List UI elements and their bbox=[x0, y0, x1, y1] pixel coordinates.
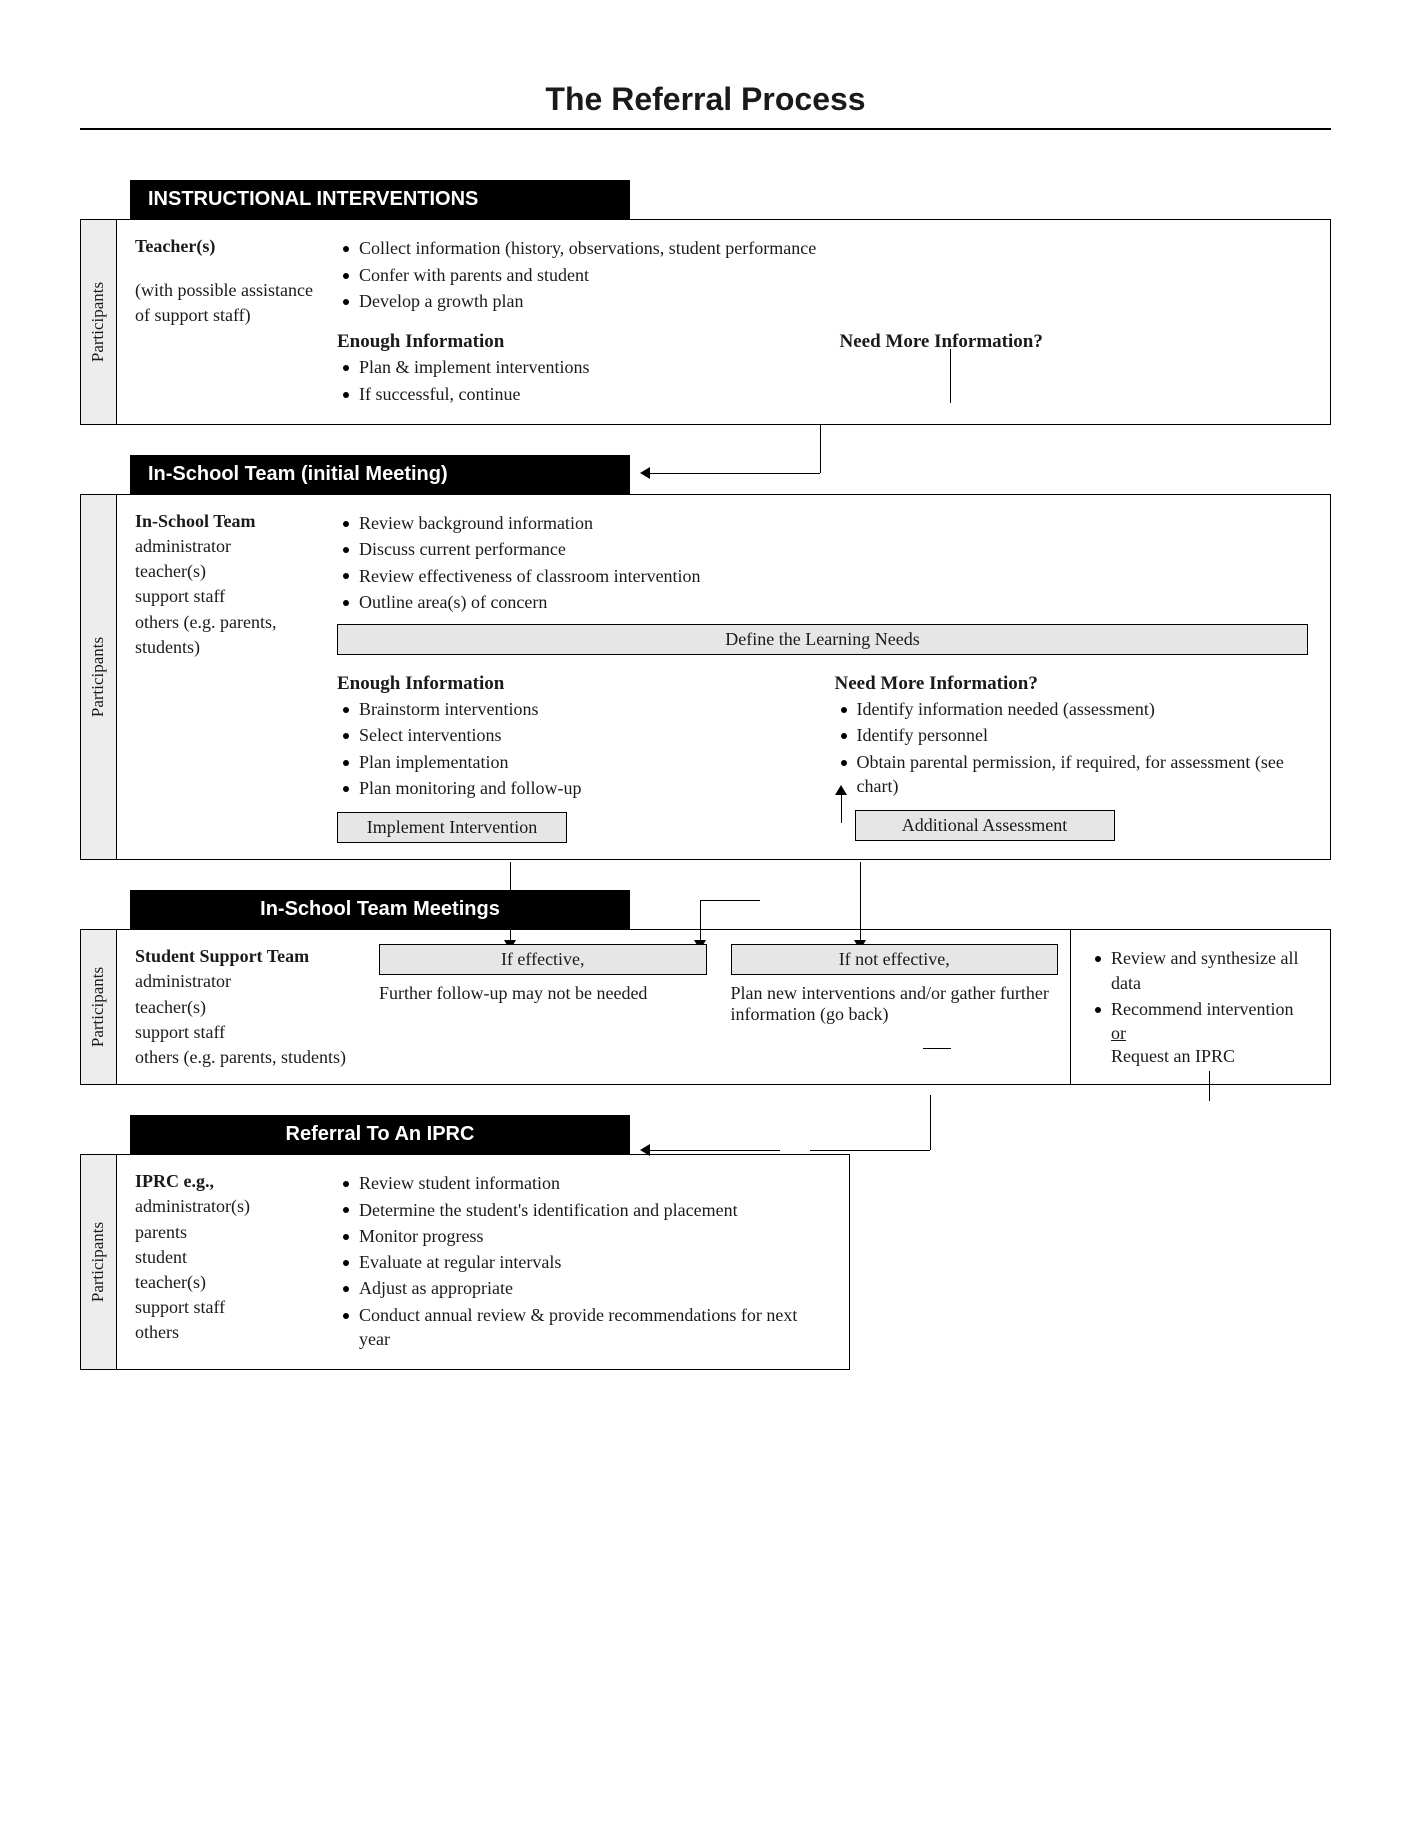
additional-assessment-box: Additional Assessment bbox=[855, 810, 1115, 841]
section2-main: Review background information Discuss cu… bbox=[327, 495, 1330, 859]
section4-main: Review student information Determine the… bbox=[327, 1155, 849, 1369]
section2-box: Participants In-School Team administrato… bbox=[80, 494, 1331, 860]
section-initial-meeting: In-School Team (initial Meeting) Partici… bbox=[80, 455, 1331, 860]
section4-participants: IPRC e.g., administrator(s) parents stud… bbox=[117, 1155, 327, 1369]
implement-intervention-box: Implement Intervention bbox=[337, 812, 567, 843]
section3-box: Participants Student Support Team admini… bbox=[80, 929, 1331, 1085]
participants-tab-2: Participants bbox=[81, 495, 117, 859]
section1-bullets: Collect information (history, observatio… bbox=[337, 236, 1312, 313]
section-referral-iprc: Referral To An IPRC Participants IPRC e.… bbox=[80, 1115, 1331, 1370]
section1-header: INSTRUCTIONAL INTERVENTIONS bbox=[130, 180, 630, 219]
participants-tab-3: Participants bbox=[81, 930, 117, 1084]
section4-header: Referral To An IPRC bbox=[130, 1115, 630, 1154]
section1-participants: Teacher(s) (with possible assistance of … bbox=[117, 220, 327, 423]
section-instructional-interventions: INSTRUCTIONAL INTERVENTIONS Participants… bbox=[80, 180, 1331, 424]
title-rule bbox=[80, 128, 1331, 130]
participants-tab-4: Participants bbox=[81, 1155, 117, 1369]
section1-box: Participants Teacher(s) (with possible a… bbox=[80, 219, 1331, 424]
section-team-meetings: In-School Team Meetings Participants Stu… bbox=[80, 890, 1331, 1085]
section4-box: Participants IPRC e.g., administrator(s)… bbox=[80, 1154, 850, 1370]
section3-participants: Student Support Team administrator teach… bbox=[117, 930, 367, 1084]
if-effective-col: If effective, Further follow-up may not … bbox=[367, 930, 719, 1084]
review-synthesize-col: Review and synthesize all data Recommend… bbox=[1070, 930, 1330, 1084]
page-title: The Referral Process bbox=[80, 81, 1331, 118]
section3-header: In-School Team Meetings bbox=[130, 890, 630, 929]
if-not-effective-col: If not effective, Plan new interventions… bbox=[719, 930, 1071, 1084]
section1-main: Collect information (history, observatio… bbox=[327, 220, 1330, 423]
section2-header: In-School Team (initial Meeting) bbox=[130, 455, 630, 494]
define-learning-needs-bar: Define the Learning Needs bbox=[337, 624, 1308, 655]
section2-participants: In-School Team administrator teacher(s) … bbox=[117, 495, 327, 859]
participants-tab-1: Participants bbox=[81, 220, 117, 423]
